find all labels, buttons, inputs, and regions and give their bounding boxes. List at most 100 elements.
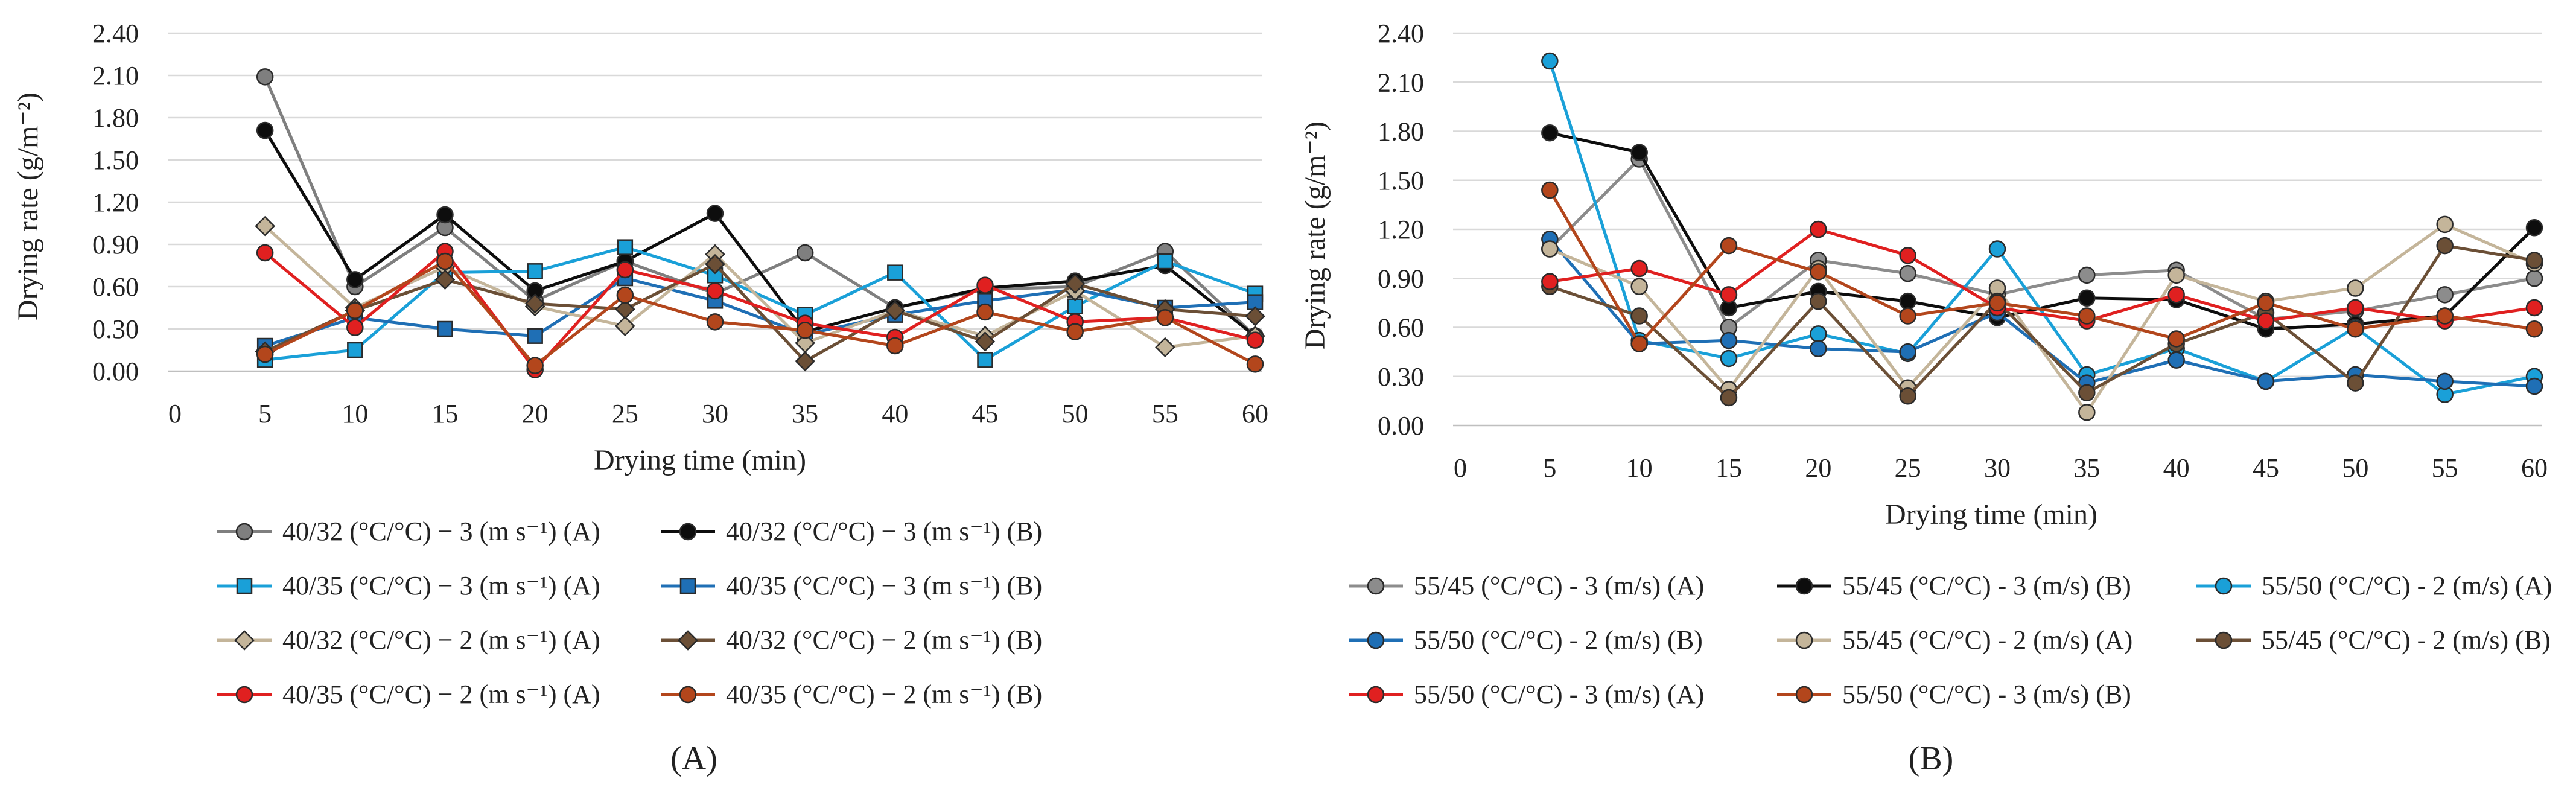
- x-tick-label: 30: [1984, 453, 2011, 483]
- data-point: [2078, 404, 2096, 421]
- data-point: [2257, 294, 2275, 312]
- y-tick-label: 2.10: [92, 61, 139, 91]
- series-line-4: [264, 276, 1256, 348]
- x-tick-label: 25: [1895, 453, 1921, 483]
- y-tick-label: 2.40: [92, 19, 139, 48]
- data-point: [2525, 219, 2543, 237]
- panel-b-x-axis-label: Drying time (min): [1885, 498, 2097, 530]
- data-point: [2347, 320, 2364, 338]
- data-point: [706, 205, 724, 222]
- legend-label: 40/35 (°C/°C) − 2 (m s⁻¹) (B): [726, 680, 1042, 709]
- data-point: [2257, 312, 2275, 330]
- x-tick-label: 40: [882, 399, 908, 428]
- panel-b-y-axis-label: Drying rate (g/m⁻²): [1299, 121, 1331, 349]
- y-tick-label: 1.80: [1378, 117, 1424, 147]
- panel-a-series: [255, 68, 1265, 378]
- data-point: [706, 282, 724, 300]
- data-point: [1988, 294, 2006, 312]
- legend-marker: [235, 686, 253, 704]
- series-line-6: [1549, 244, 2535, 400]
- data-point: [346, 302, 364, 319]
- data-point: [1067, 298, 1083, 314]
- panel-b-series: [1541, 52, 2543, 421]
- panel-b-x-ticks: 0 5 10 15 20 25 30 35 40 45 50 55 60: [1454, 453, 2548, 483]
- panel-b-y-ticks: 0.00 0.30 0.60 0.90 1.20 1.50 1.80 2.10 2.40: [1378, 19, 1424, 441]
- data-point: [1899, 307, 1916, 325]
- data-point: [2347, 374, 2364, 392]
- data-point: [2078, 384, 2096, 402]
- data-point: [1810, 340, 1827, 357]
- data-point: [1899, 264, 1916, 282]
- series-line-2: [264, 129, 1256, 337]
- legend-label: 55/50 (°C/°C) - 3 (m/s) (B): [1842, 680, 2131, 709]
- legend-marker: [679, 686, 697, 704]
- y-tick-label: 0.00: [92, 357, 139, 386]
- data-point: [706, 313, 724, 331]
- data-point: [977, 352, 993, 368]
- data-point: [975, 331, 996, 352]
- legend-label: 40/35 (°C/°C) − 3 (m s⁻¹) (B): [726, 571, 1042, 600]
- data-point: [1810, 263, 1827, 281]
- legend-label: 40/32 (°C/°C) − 2 (m s⁻¹) (A): [282, 625, 600, 655]
- series-line-6: [264, 263, 1256, 363]
- data-point: [1156, 309, 1174, 326]
- legend-label: 55/50 (°C/°C) - 3 (m/s) (A): [1414, 680, 1704, 709]
- x-tick-label: 5: [258, 399, 272, 428]
- legend-marker: [2215, 631, 2233, 649]
- data-point: [1810, 292, 1827, 310]
- data-point: [1899, 343, 1916, 361]
- data-point: [2525, 299, 2543, 317]
- data-point: [2167, 266, 2185, 284]
- data-point: [616, 286, 634, 304]
- data-point: [2436, 215, 2454, 234]
- legend-marker: [236, 578, 253, 594]
- data-point: [2436, 372, 2454, 390]
- data-point: [2078, 289, 2096, 307]
- series-line-5: [1549, 223, 2536, 414]
- data-point: [1720, 286, 1738, 304]
- legend-marker: [1795, 577, 1813, 595]
- legend-label: 55/45 (°C/°C) - 2 (m/s) (A): [1842, 625, 2132, 655]
- data-point: [527, 263, 543, 279]
- x-tick-label: 10: [1626, 453, 1653, 483]
- data-point: [705, 253, 725, 275]
- series-line-7: [1549, 228, 2535, 323]
- y-tick-label: 1.50: [1378, 166, 1424, 196]
- data-point: [2347, 299, 2364, 317]
- x-tick-label: 5: [1543, 453, 1556, 483]
- data-point: [524, 293, 545, 314]
- data-point: [1988, 240, 2006, 258]
- legend-marker: [2215, 577, 2233, 595]
- series-line-1: [1548, 158, 2535, 329]
- data-point: [886, 337, 904, 355]
- series-line-2: [1549, 131, 2536, 331]
- series-line-8: [264, 259, 1256, 368]
- legend-marker: [1795, 631, 1813, 649]
- data-point: [1630, 335, 1648, 352]
- legend-label: 40/35 (°C/°C) − 3 (m s⁻¹) (A): [282, 571, 600, 600]
- data-point: [1155, 337, 1175, 358]
- panel-b-label: (B): [1909, 740, 1954, 777]
- data-point: [346, 319, 364, 336]
- legend-marker: [1367, 686, 1385, 704]
- data-point: [436, 252, 454, 270]
- data-point: [1810, 220, 1827, 238]
- data-point: [1720, 331, 1738, 349]
- data-point: [616, 261, 634, 279]
- legend-label: 40/32 (°C/°C) − 3 (m s⁻¹) (A): [282, 517, 600, 546]
- data-point: [615, 299, 635, 320]
- data-point: [1720, 237, 1738, 255]
- legend-label: 55/45 (°C/°C) - 3 (m/s) (B): [1842, 571, 2131, 600]
- x-tick-label: 25: [612, 399, 638, 428]
- data-point: [1630, 259, 1648, 278]
- data-point: [1541, 124, 1559, 142]
- data-point: [2257, 372, 2275, 390]
- data-point: [1246, 331, 1264, 349]
- legend-label: 55/50 (°C/°C) - 2 (m/s) (A): [2262, 571, 2552, 600]
- y-tick-label: 0.60: [92, 272, 139, 302]
- x-tick-label: 10: [342, 399, 368, 428]
- data-point: [1810, 325, 1827, 343]
- x-tick-label: 35: [2073, 453, 2100, 483]
- x-tick-label: 55: [1152, 399, 1178, 428]
- data-point: [434, 269, 456, 290]
